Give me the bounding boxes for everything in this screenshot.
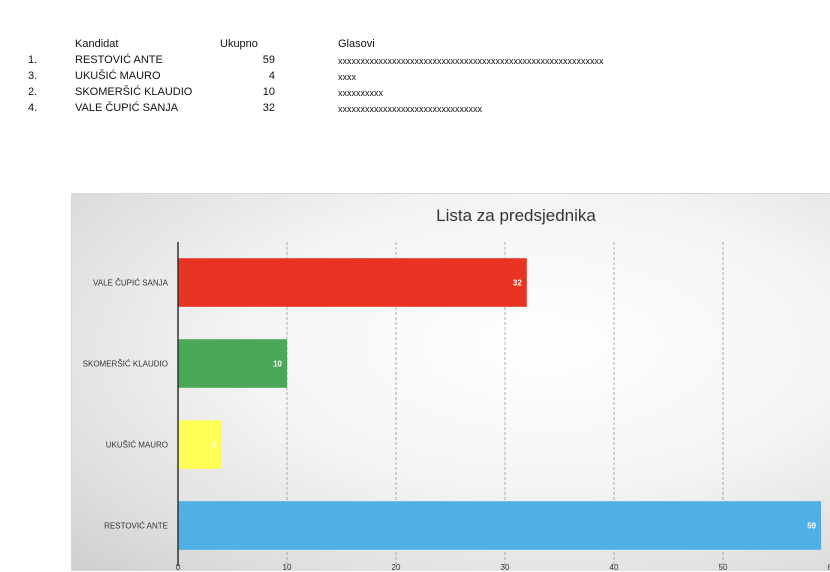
x-tick-label: 0 [176, 563, 181, 572]
x-tick-label: 10 [283, 563, 292, 572]
row-total: 32 [262, 102, 275, 114]
x-tick-label: 50 [719, 563, 728, 572]
vote-table: Kandidat Ukupno Glasovi 1. RESTOVIĆ ANTE… [0, 0, 830, 130]
row-name: UKUŠIĆ MAURO [75, 70, 161, 82]
category-label: VALE ČUPIĆ SANJA [93, 279, 169, 288]
header-votes: Glasovi [338, 38, 375, 50]
bar [178, 258, 527, 307]
bar [178, 501, 822, 550]
data-label: 59 [807, 522, 816, 531]
row-rank: 4. [28, 102, 38, 114]
data-label: 10 [273, 360, 282, 369]
x-tick-label: 30 [501, 563, 510, 572]
row-rank: 2. [28, 86, 38, 98]
x-axis-ticks: 0 10 20 30 40 50 60 [176, 563, 830, 572]
header-total: Ukupno [220, 38, 258, 50]
category-label: SKOMERŠIĆ KLAUDIO [83, 360, 168, 369]
category-labels: VALE ČUPIĆ SANJA SKOMERŠIĆ KLAUDIO UKUŠIĆ … [83, 279, 169, 531]
row-votes: xxxxxxxxxxxxxxxxxxxxxxxxxxxxxxxxxxxxxxxx… [338, 56, 604, 66]
x-tick-label: 20 [392, 563, 401, 572]
row-name: SKOMERŠIĆ KLAUDIO [75, 86, 193, 98]
row-name: VALE ČUPIĆ SANJA [75, 102, 179, 114]
category-label: UKUŠIĆ MAURO [106, 441, 168, 450]
chart-panel: Lista za predsjednika 32 10 4 59 VALE ČUPIĆ… [71, 193, 830, 572]
data-label: 4 [212, 441, 217, 450]
row-total: 59 [262, 54, 275, 66]
category-label: RESTOVIĆ ANTE [104, 522, 168, 531]
row-rank: 3. [28, 70, 38, 82]
chart-title: Lista za predsjednika [436, 206, 596, 225]
row-name: RESTOVIĆ ANTE [75, 54, 163, 66]
row-rank: 1. [28, 54, 38, 66]
bar [178, 420, 222, 469]
row-votes: xxxx [338, 72, 356, 82]
data-label: 32 [513, 279, 522, 288]
row-total: 4 [268, 70, 275, 82]
row-total: 10 [262, 86, 275, 98]
row-votes: xxxxxxxxxx [338, 88, 383, 98]
x-tick-label: 40 [610, 563, 619, 572]
row-votes: xxxxxxxxxxxxxxxxxxxxxxxxxxxxxxxx [338, 104, 482, 114]
bar [178, 339, 287, 388]
x-tick-label: 60 [828, 563, 830, 572]
bar-chart: Lista za predsjednika 32 10 4 59 VALE ČUPIĆ… [83, 206, 830, 572]
header-candidate: Kandidat [75, 38, 119, 50]
bars: 32 10 4 59 [178, 258, 822, 550]
